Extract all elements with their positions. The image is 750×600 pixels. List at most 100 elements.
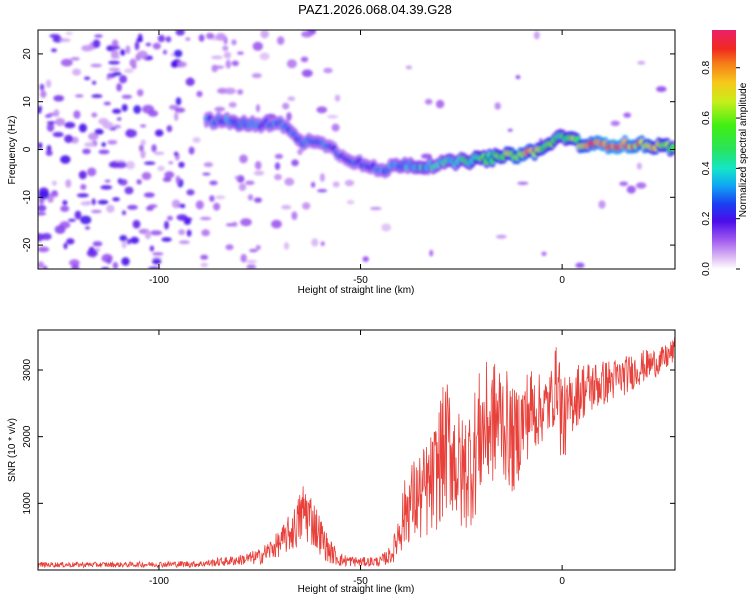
heatmap-cell bbox=[49, 34, 61, 38]
heatmap-cell bbox=[157, 34, 165, 43]
heatmap-cell bbox=[91, 198, 96, 206]
figure-title: PAZ1.2026.068.04.39.G28 bbox=[298, 2, 452, 17]
heatmap-cell bbox=[252, 41, 263, 51]
heatmap-cell bbox=[38, 246, 50, 253]
colorbar-label: Normalized spectral amplitude bbox=[738, 82, 749, 217]
heatmap-cell bbox=[53, 95, 65, 102]
heatmap-cell bbox=[65, 31, 73, 35]
spectrogram-y-axis-label: Frequency (Hz) bbox=[7, 116, 18, 185]
heatmap-cell bbox=[164, 171, 175, 179]
heatmap-cell bbox=[240, 218, 252, 227]
spectrogram-cells bbox=[38, 30, 675, 269]
heatmap-cell bbox=[259, 52, 270, 61]
heatmap-cell bbox=[52, 131, 64, 138]
heatmap-cell bbox=[148, 204, 158, 208]
y-tick-label: -10 bbox=[22, 190, 33, 205]
heatmap-cell bbox=[119, 75, 128, 84]
x-tick-label: -50 bbox=[353, 275, 368, 286]
heatmap-cell bbox=[201, 229, 210, 237]
colorbar-ticks: 0.0 0.2 0.4 0.6 0.8 bbox=[701, 60, 740, 276]
heatmap-cell bbox=[121, 94, 133, 99]
heatmap-cell bbox=[174, 107, 186, 113]
heatmap-cell bbox=[231, 39, 237, 46]
heatmap-cell bbox=[656, 86, 667, 93]
heatmap-cell bbox=[91, 209, 102, 214]
heatmap-cell bbox=[224, 87, 236, 95]
heatmap-cell bbox=[111, 39, 119, 48]
heatmap-cell bbox=[46, 123, 55, 132]
heatmap-cell bbox=[50, 191, 59, 198]
heatmap-cell bbox=[249, 248, 258, 253]
colorbar: 0.0 0.2 0.4 0.6 0.8 Normalized spectral ampl… bbox=[701, 30, 749, 276]
heatmap-cell bbox=[153, 151, 165, 155]
heatmap-cell bbox=[92, 80, 97, 85]
heatmap-cell bbox=[175, 97, 182, 106]
spectrogram-x-ticks: -100 -50 0 bbox=[149, 30, 565, 286]
heatmap-cell bbox=[38, 204, 47, 212]
heatmap-cell bbox=[154, 129, 164, 137]
heatmap-cell bbox=[186, 229, 192, 237]
heatmap-cell bbox=[610, 120, 620, 127]
heatmap-cell bbox=[110, 49, 119, 58]
heatmap-cell bbox=[274, 153, 283, 159]
heatmap-cell bbox=[164, 220, 169, 230]
x-tick-label: 0 bbox=[559, 576, 565, 587]
heatmap-cell bbox=[183, 219, 191, 225]
x-tick-label: -100 bbox=[149, 275, 169, 286]
heatmap-cell bbox=[40, 90, 47, 98]
heatmap-cell bbox=[141, 172, 152, 180]
colorbar-tick-label: 0.8 bbox=[701, 60, 712, 74]
heatmap-cell bbox=[85, 226, 90, 230]
heatmap-cell bbox=[148, 110, 159, 117]
heatmap-cell bbox=[231, 60, 239, 67]
heatmap-cell bbox=[94, 34, 103, 38]
heatmap-cell bbox=[70, 57, 80, 61]
heatmap-cell bbox=[166, 125, 173, 133]
heatmap-cell bbox=[101, 142, 106, 147]
heatmap-cell bbox=[272, 220, 279, 227]
heatmap-cell bbox=[186, 189, 195, 196]
heatmap-cell bbox=[113, 124, 122, 129]
snr-background bbox=[38, 330, 675, 570]
snr-y-axis-label: SNR (10 * v/v) bbox=[7, 418, 18, 482]
heatmap-cell bbox=[228, 102, 237, 108]
heatmap-cell bbox=[284, 242, 289, 250]
heatmap-cell bbox=[123, 68, 134, 74]
heatmap-cell bbox=[121, 104, 128, 112]
heatmap-cell bbox=[316, 106, 328, 114]
heatmap-cell bbox=[171, 199, 181, 209]
heatmap-cell bbox=[59, 38, 71, 42]
snr-series-line bbox=[38, 337, 675, 569]
heatmap-cell bbox=[78, 170, 87, 180]
heatmap-cell bbox=[507, 128, 513, 132]
heatmap-cell bbox=[311, 238, 319, 247]
heatmap-cell bbox=[200, 254, 209, 260]
heatmap-cell bbox=[87, 167, 97, 177]
heatmap-cell bbox=[202, 172, 211, 176]
y-tick-label: 20 bbox=[22, 48, 33, 60]
heatmap-cell bbox=[619, 181, 629, 187]
snr-frame bbox=[37, 329, 676, 571]
heatmap-cell bbox=[108, 60, 120, 65]
heatmap-cell bbox=[282, 102, 290, 110]
heatmap-cell bbox=[103, 101, 112, 106]
heatmap-cell bbox=[152, 42, 161, 50]
colorbar-gradient bbox=[712, 30, 736, 269]
heatmap-cell bbox=[121, 210, 127, 216]
heatmap-cell bbox=[206, 32, 214, 40]
heatmap-cell bbox=[165, 36, 172, 43]
y-tick-label: 3000 bbox=[22, 358, 33, 381]
heatmap-cell bbox=[144, 230, 151, 240]
heatmap-cell bbox=[254, 197, 262, 203]
heatmap-cell bbox=[112, 71, 122, 76]
heatmap-cell bbox=[120, 49, 126, 56]
y-tick-label: 1000 bbox=[22, 492, 33, 515]
heatmap-cell bbox=[97, 199, 109, 205]
heatmap-cell bbox=[149, 245, 155, 252]
heatmap-cell bbox=[157, 165, 165, 172]
heatmap-cell bbox=[137, 50, 148, 59]
heatmap-cell bbox=[151, 144, 157, 153]
heatmap-cell bbox=[152, 258, 162, 265]
